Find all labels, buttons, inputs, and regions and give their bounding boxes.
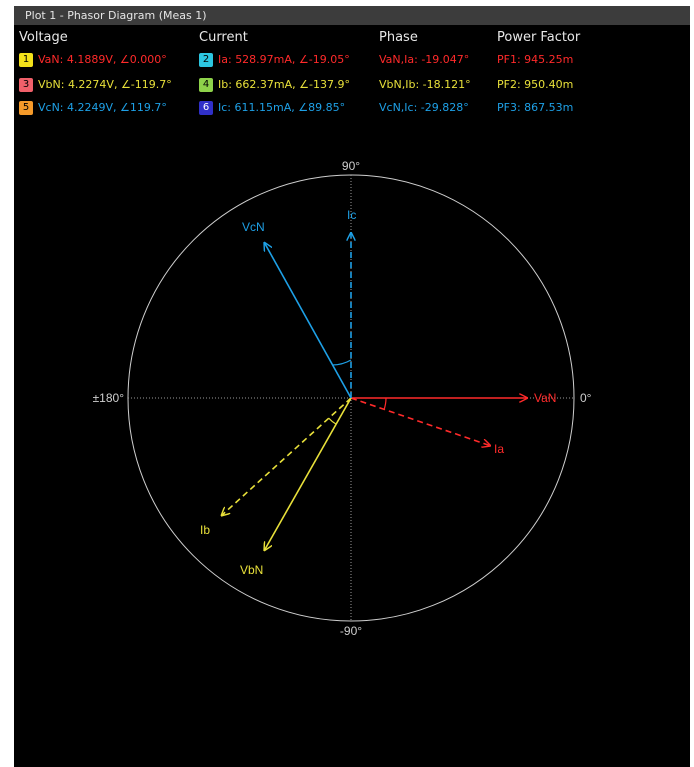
current-row-2: 2 Ia: 528.97mA, ∠-19.05°	[199, 52, 350, 68]
phasor-label-ic: Ic	[347, 208, 356, 222]
phase-arc-a	[383, 397, 387, 410]
power-factor-value: PF2: 950.40m	[497, 78, 574, 91]
power-factor-value: PF3: 867.53m	[497, 101, 574, 114]
current-value: Ic: 611.15mA, ∠89.85°	[218, 101, 346, 114]
phasor-vcn[interactable]	[264, 242, 352, 399]
phase-value: VbN,Ib: -18.121°	[379, 78, 471, 91]
channel-badge-3[interactable]: 3	[19, 78, 33, 92]
phasor-label-vbn: VbN	[240, 563, 263, 577]
phase-value: VaN,Ia: -19.047°	[379, 53, 470, 66]
voltage-row-1: 1 VaN: 4.1889V, ∠0.000°	[19, 52, 167, 68]
current-row-4: 4 Ib: 662.37mA, ∠-137.9°	[199, 77, 350, 93]
channel-badge-1[interactable]: 1	[19, 53, 33, 67]
channel-badge-2[interactable]: 2	[199, 53, 213, 67]
voltage-value: VaN: 4.1889V, ∠0.000°	[38, 53, 167, 66]
current-row-6: 6 Ic: 611.15mA, ∠89.85°	[199, 100, 345, 116]
phasor-diagram[interactable]: 90° -90° ±180° 0° VaN Ia VbN Ib VcN Ic	[14, 6, 690, 767]
channel-badge-4[interactable]: 4	[199, 78, 213, 92]
phasor-label-ib: Ib	[200, 523, 210, 537]
voltage-row-5: 5 VcN: 4.2249V, ∠119.7°	[19, 100, 167, 116]
window-title[interactable]: Plot 1 - Phasor Diagram (Meas 1)	[14, 6, 690, 25]
current-header: Current	[199, 30, 248, 45]
phase-arc-c	[332, 359, 352, 366]
axis-label-left: ±180°	[93, 391, 125, 405]
axis-label-bottom: -90°	[340, 624, 362, 638]
voltage-value: VcN: 4.2249V, ∠119.7°	[38, 101, 167, 114]
axis-label-top: 90°	[342, 159, 360, 173]
channel-badge-5[interactable]: 5	[19, 101, 33, 115]
phasor-label-vcn: VcN	[242, 220, 265, 234]
current-value: Ib: 662.37mA, ∠-137.9°	[218, 78, 350, 91]
voltage-header: Voltage	[19, 30, 68, 45]
phasor-label-ia: Ia	[494, 442, 504, 456]
power-factor-value: PF1: 945.25m	[497, 53, 574, 66]
power-factor-header: Power Factor	[497, 30, 581, 45]
phasor-label-van: VaN	[534, 391, 556, 405]
phasor-plot-window: Plot 1 - Phasor Diagram (Meas 1) Voltage…	[14, 6, 690, 767]
phase-arc-b	[328, 417, 337, 425]
voltage-value: VbN: 4.2274V, ∠-119.7°	[38, 78, 172, 91]
channel-badge-6[interactable]: 6	[199, 101, 213, 115]
phasor-vbn[interactable]	[264, 397, 352, 551]
phasor-ib[interactable]	[221, 397, 352, 516]
phase-header: Phase	[379, 30, 418, 45]
phase-value: VcN,Ic: -29.828°	[379, 101, 469, 114]
voltage-row-3: 3 VbN: 4.2274V, ∠-119.7°	[19, 77, 172, 93]
current-value: Ia: 528.97mA, ∠-19.05°	[218, 53, 350, 66]
axis-label-right: 0°	[580, 391, 592, 405]
phasor-ia[interactable]	[350, 397, 491, 446]
